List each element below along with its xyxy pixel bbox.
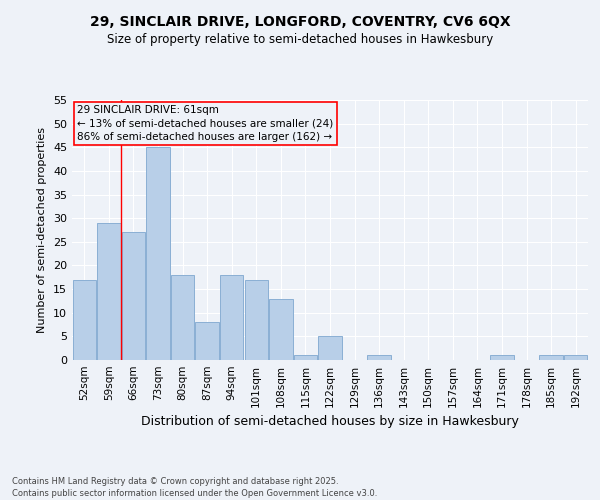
Bar: [367, 356, 391, 360]
Bar: [196, 322, 219, 360]
Bar: [269, 298, 293, 360]
Text: 29, SINCLAIR DRIVE, LONGFORD, COVENTRY, CV6 6QX: 29, SINCLAIR DRIVE, LONGFORD, COVENTRY, …: [89, 15, 511, 29]
Text: 29 SINCLAIR DRIVE: 61sqm
← 13% of semi-detached houses are smaller (24)
86% of s: 29 SINCLAIR DRIVE: 61sqm ← 13% of semi-d…: [77, 105, 334, 142]
Text: Contains HM Land Registry data © Crown copyright and database right 2025.
Contai: Contains HM Land Registry data © Crown c…: [12, 476, 377, 498]
Y-axis label: Number of semi-detached properties: Number of semi-detached properties: [37, 127, 47, 333]
Bar: [539, 356, 563, 360]
Bar: [294, 356, 317, 360]
Bar: [319, 336, 341, 360]
Bar: [171, 275, 194, 360]
Bar: [122, 232, 145, 360]
Bar: [97, 223, 121, 360]
X-axis label: Distribution of semi-detached houses by size in Hawkesbury: Distribution of semi-detached houses by …: [141, 416, 519, 428]
Bar: [564, 356, 587, 360]
Text: Size of property relative to semi-detached houses in Hawkesbury: Size of property relative to semi-detach…: [107, 32, 493, 46]
Bar: [490, 356, 514, 360]
Bar: [73, 280, 96, 360]
Bar: [245, 280, 268, 360]
Bar: [146, 148, 170, 360]
Bar: [220, 275, 244, 360]
